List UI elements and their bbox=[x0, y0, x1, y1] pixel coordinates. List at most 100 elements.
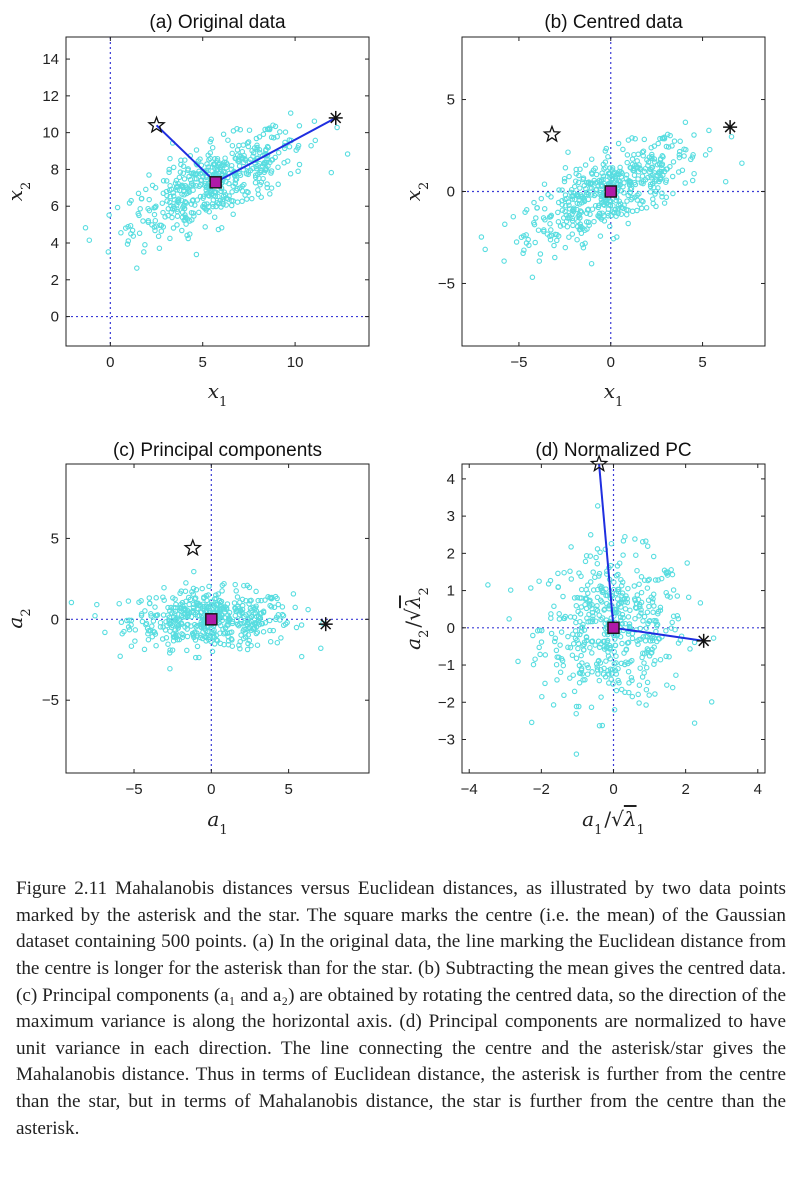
data-point bbox=[657, 656, 664, 663]
data-point bbox=[624, 159, 630, 166]
data-point bbox=[555, 570, 561, 577]
data-point bbox=[202, 634, 209, 641]
data-point bbox=[141, 646, 148, 653]
data-point bbox=[253, 588, 259, 595]
data-point bbox=[255, 614, 262, 620]
data-point bbox=[595, 657, 602, 664]
data-point bbox=[256, 147, 263, 153]
data-point bbox=[181, 192, 187, 198]
data-point bbox=[638, 205, 645, 212]
data-point bbox=[616, 198, 623, 205]
data-point bbox=[582, 227, 588, 233]
data-point bbox=[513, 239, 520, 245]
panel-title-d: (d) Normalized PC bbox=[535, 440, 691, 461]
data-point bbox=[722, 178, 729, 185]
data-point bbox=[146, 595, 153, 601]
data-point bbox=[689, 154, 696, 160]
data-point bbox=[671, 138, 678, 144]
data-point bbox=[210, 203, 216, 210]
data-point bbox=[570, 672, 576, 678]
data-point bbox=[279, 604, 286, 610]
data-point bbox=[563, 212, 570, 218]
x-axis-label-b: x1 bbox=[604, 379, 624, 410]
data-point bbox=[625, 639, 632, 646]
x-tick-label: −5 bbox=[510, 354, 527, 371]
data-point bbox=[506, 616, 512, 622]
data-point bbox=[190, 585, 197, 592]
data-point bbox=[244, 646, 251, 653]
data-point bbox=[232, 581, 238, 588]
data-point bbox=[558, 656, 565, 662]
data-point bbox=[632, 615, 638, 622]
data-point bbox=[647, 169, 653, 176]
data-point bbox=[259, 163, 266, 169]
data-point bbox=[219, 588, 225, 594]
data-point bbox=[149, 633, 156, 640]
data-point bbox=[183, 215, 189, 221]
data-point bbox=[588, 260, 595, 267]
data-point bbox=[631, 179, 638, 186]
data-point bbox=[629, 156, 636, 162]
data-point bbox=[655, 140, 661, 147]
data-point bbox=[145, 630, 151, 637]
data-point bbox=[601, 643, 608, 650]
data-point bbox=[166, 614, 173, 621]
data-point bbox=[645, 174, 651, 181]
data-point bbox=[676, 154, 683, 161]
data-point bbox=[652, 191, 658, 197]
data-point bbox=[195, 158, 202, 164]
data-point bbox=[637, 604, 643, 610]
data-point bbox=[654, 161, 661, 168]
data-point bbox=[209, 144, 216, 151]
data-point bbox=[145, 628, 152, 634]
data-point bbox=[668, 567, 674, 573]
y-axis-label-d-sqrt-sub: 2 bbox=[417, 587, 432, 595]
data-point bbox=[217, 606, 223, 613]
data-point bbox=[167, 155, 173, 162]
centre-square-marker bbox=[209, 176, 222, 189]
data-point bbox=[556, 654, 562, 661]
data-point bbox=[234, 621, 241, 628]
data-point bbox=[601, 631, 608, 637]
data-point bbox=[236, 142, 242, 149]
data-point bbox=[145, 217, 152, 224]
data-point bbox=[548, 615, 554, 621]
data-point bbox=[583, 634, 590, 640]
data-point bbox=[542, 680, 548, 687]
data-point bbox=[238, 616, 244, 623]
data-point bbox=[262, 620, 269, 626]
data-point bbox=[641, 136, 648, 143]
data-point bbox=[138, 598, 144, 604]
data-point bbox=[532, 239, 538, 246]
data-point bbox=[127, 222, 134, 229]
data-point bbox=[122, 225, 129, 231]
data-point bbox=[167, 647, 173, 653]
data-point bbox=[502, 221, 508, 228]
data-point bbox=[145, 205, 151, 212]
data-point bbox=[661, 200, 668, 206]
data-point bbox=[167, 183, 173, 189]
data-point bbox=[604, 637, 611, 644]
data-point bbox=[178, 621, 185, 627]
x-tick-label: −2 bbox=[533, 781, 550, 798]
data-point bbox=[611, 579, 617, 585]
data-point bbox=[567, 644, 574, 651]
data-point bbox=[580, 677, 586, 683]
data-point bbox=[640, 618, 646, 624]
data-point bbox=[553, 647, 560, 654]
data-point bbox=[246, 584, 253, 591]
data-point bbox=[634, 592, 641, 598]
data-point bbox=[624, 595, 630, 602]
data-point bbox=[180, 204, 186, 211]
y-tick-label: 0 bbox=[447, 620, 455, 637]
data-point bbox=[243, 170, 250, 177]
data-point bbox=[598, 616, 604, 623]
data-point bbox=[144, 625, 151, 631]
data-point bbox=[145, 636, 152, 643]
data-point bbox=[146, 172, 152, 178]
data-point bbox=[160, 594, 166, 600]
data-point bbox=[206, 583, 212, 590]
data-point bbox=[208, 136, 214, 143]
data-point bbox=[573, 619, 579, 626]
data-point bbox=[173, 601, 179, 608]
